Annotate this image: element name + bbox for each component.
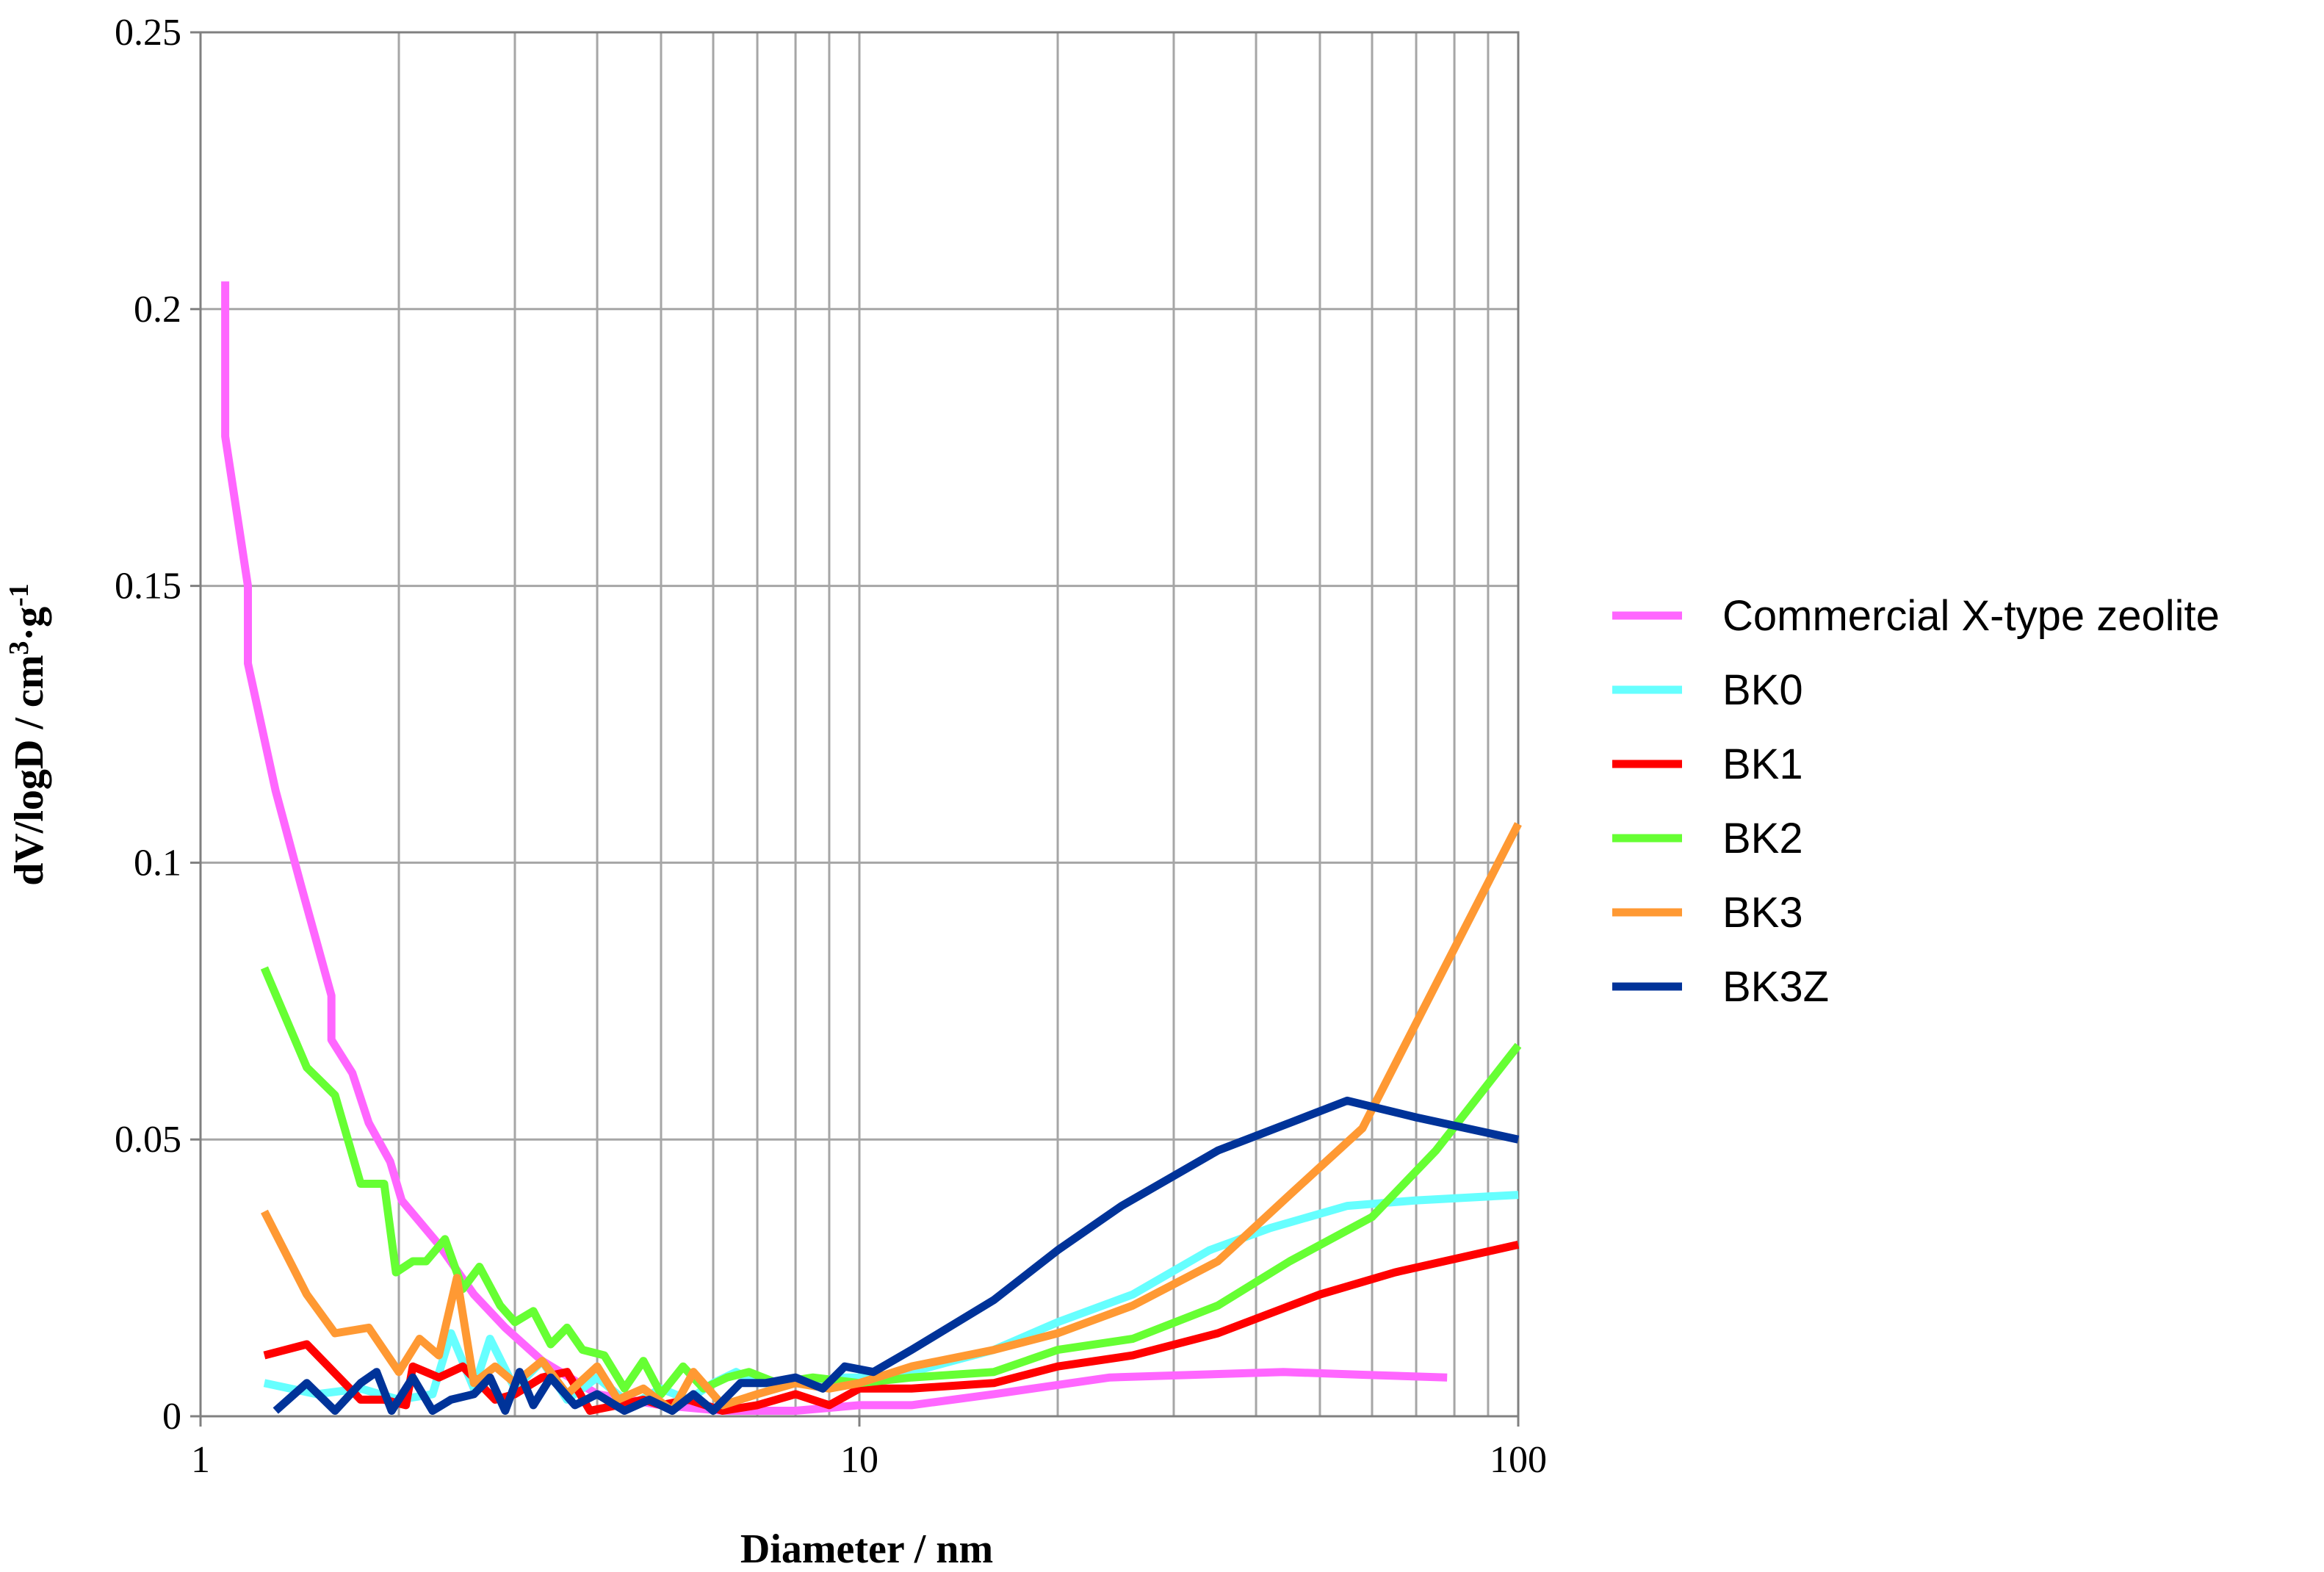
- legend-label-bk3: BK3: [1722, 889, 1803, 937]
- x-tick-label: 1: [191, 1439, 210, 1481]
- y-tick-label: 0.2: [134, 289, 181, 331]
- y-tick-label: 0.25: [115, 12, 181, 54]
- series-line-bk3z: [273, 1096, 1520, 1415]
- legend-label-bk1: BK1: [1722, 740, 1803, 788]
- legend-label-bk0: BK0: [1722, 666, 1803, 714]
- legend-label-bk2: BK2: [1722, 815, 1803, 862]
- series-line-commercial-x-type-zeolite: [221, 281, 1448, 1415]
- series-lines: [221, 281, 1522, 1415]
- x-tick-label: 100: [1490, 1439, 1547, 1481]
- y-tick-label: 0: [162, 1396, 181, 1438]
- legend-label-commercial-x-type-zeolite: Commercial X-type zeolite: [1722, 592, 2220, 640]
- y-axis-title-main: dV/logD / cm: [7, 655, 52, 886]
- legend-label-bk3z: BK3Z: [1722, 963, 1829, 1011]
- series-line-bk3: [261, 822, 1522, 1415]
- legend: Commercial X-type zeolite BK0 BK1 BK2 BK3 BK3…: [1612, 592, 2220, 1011]
- y-axis-title-sup1: 3: [4, 641, 35, 655]
- y-tick-label: 0.1: [134, 842, 181, 884]
- y-axis-ticks: 0 0.05 0.1 0.15 0.2 0.25: [115, 12, 201, 1438]
- x-axis-title: Diameter / nm: [740, 1526, 993, 1572]
- gridlines: [201, 32, 1518, 1416]
- y-axis-title-sup2: -1: [4, 583, 35, 607]
- x-tick-label: 10: [840, 1439, 878, 1481]
- y-axis-title: dV/logD / cm3·g-1: [4, 583, 52, 886]
- series-line-bk2: [260, 966, 1522, 1399]
- y-axis-title-mid: ·g: [7, 607, 52, 641]
- y-tick-label: 0.05: [115, 1119, 181, 1161]
- x-axis-ticks: 1 10 100: [191, 1416, 1547, 1481]
- y-tick-label: 0.15: [115, 566, 181, 607]
